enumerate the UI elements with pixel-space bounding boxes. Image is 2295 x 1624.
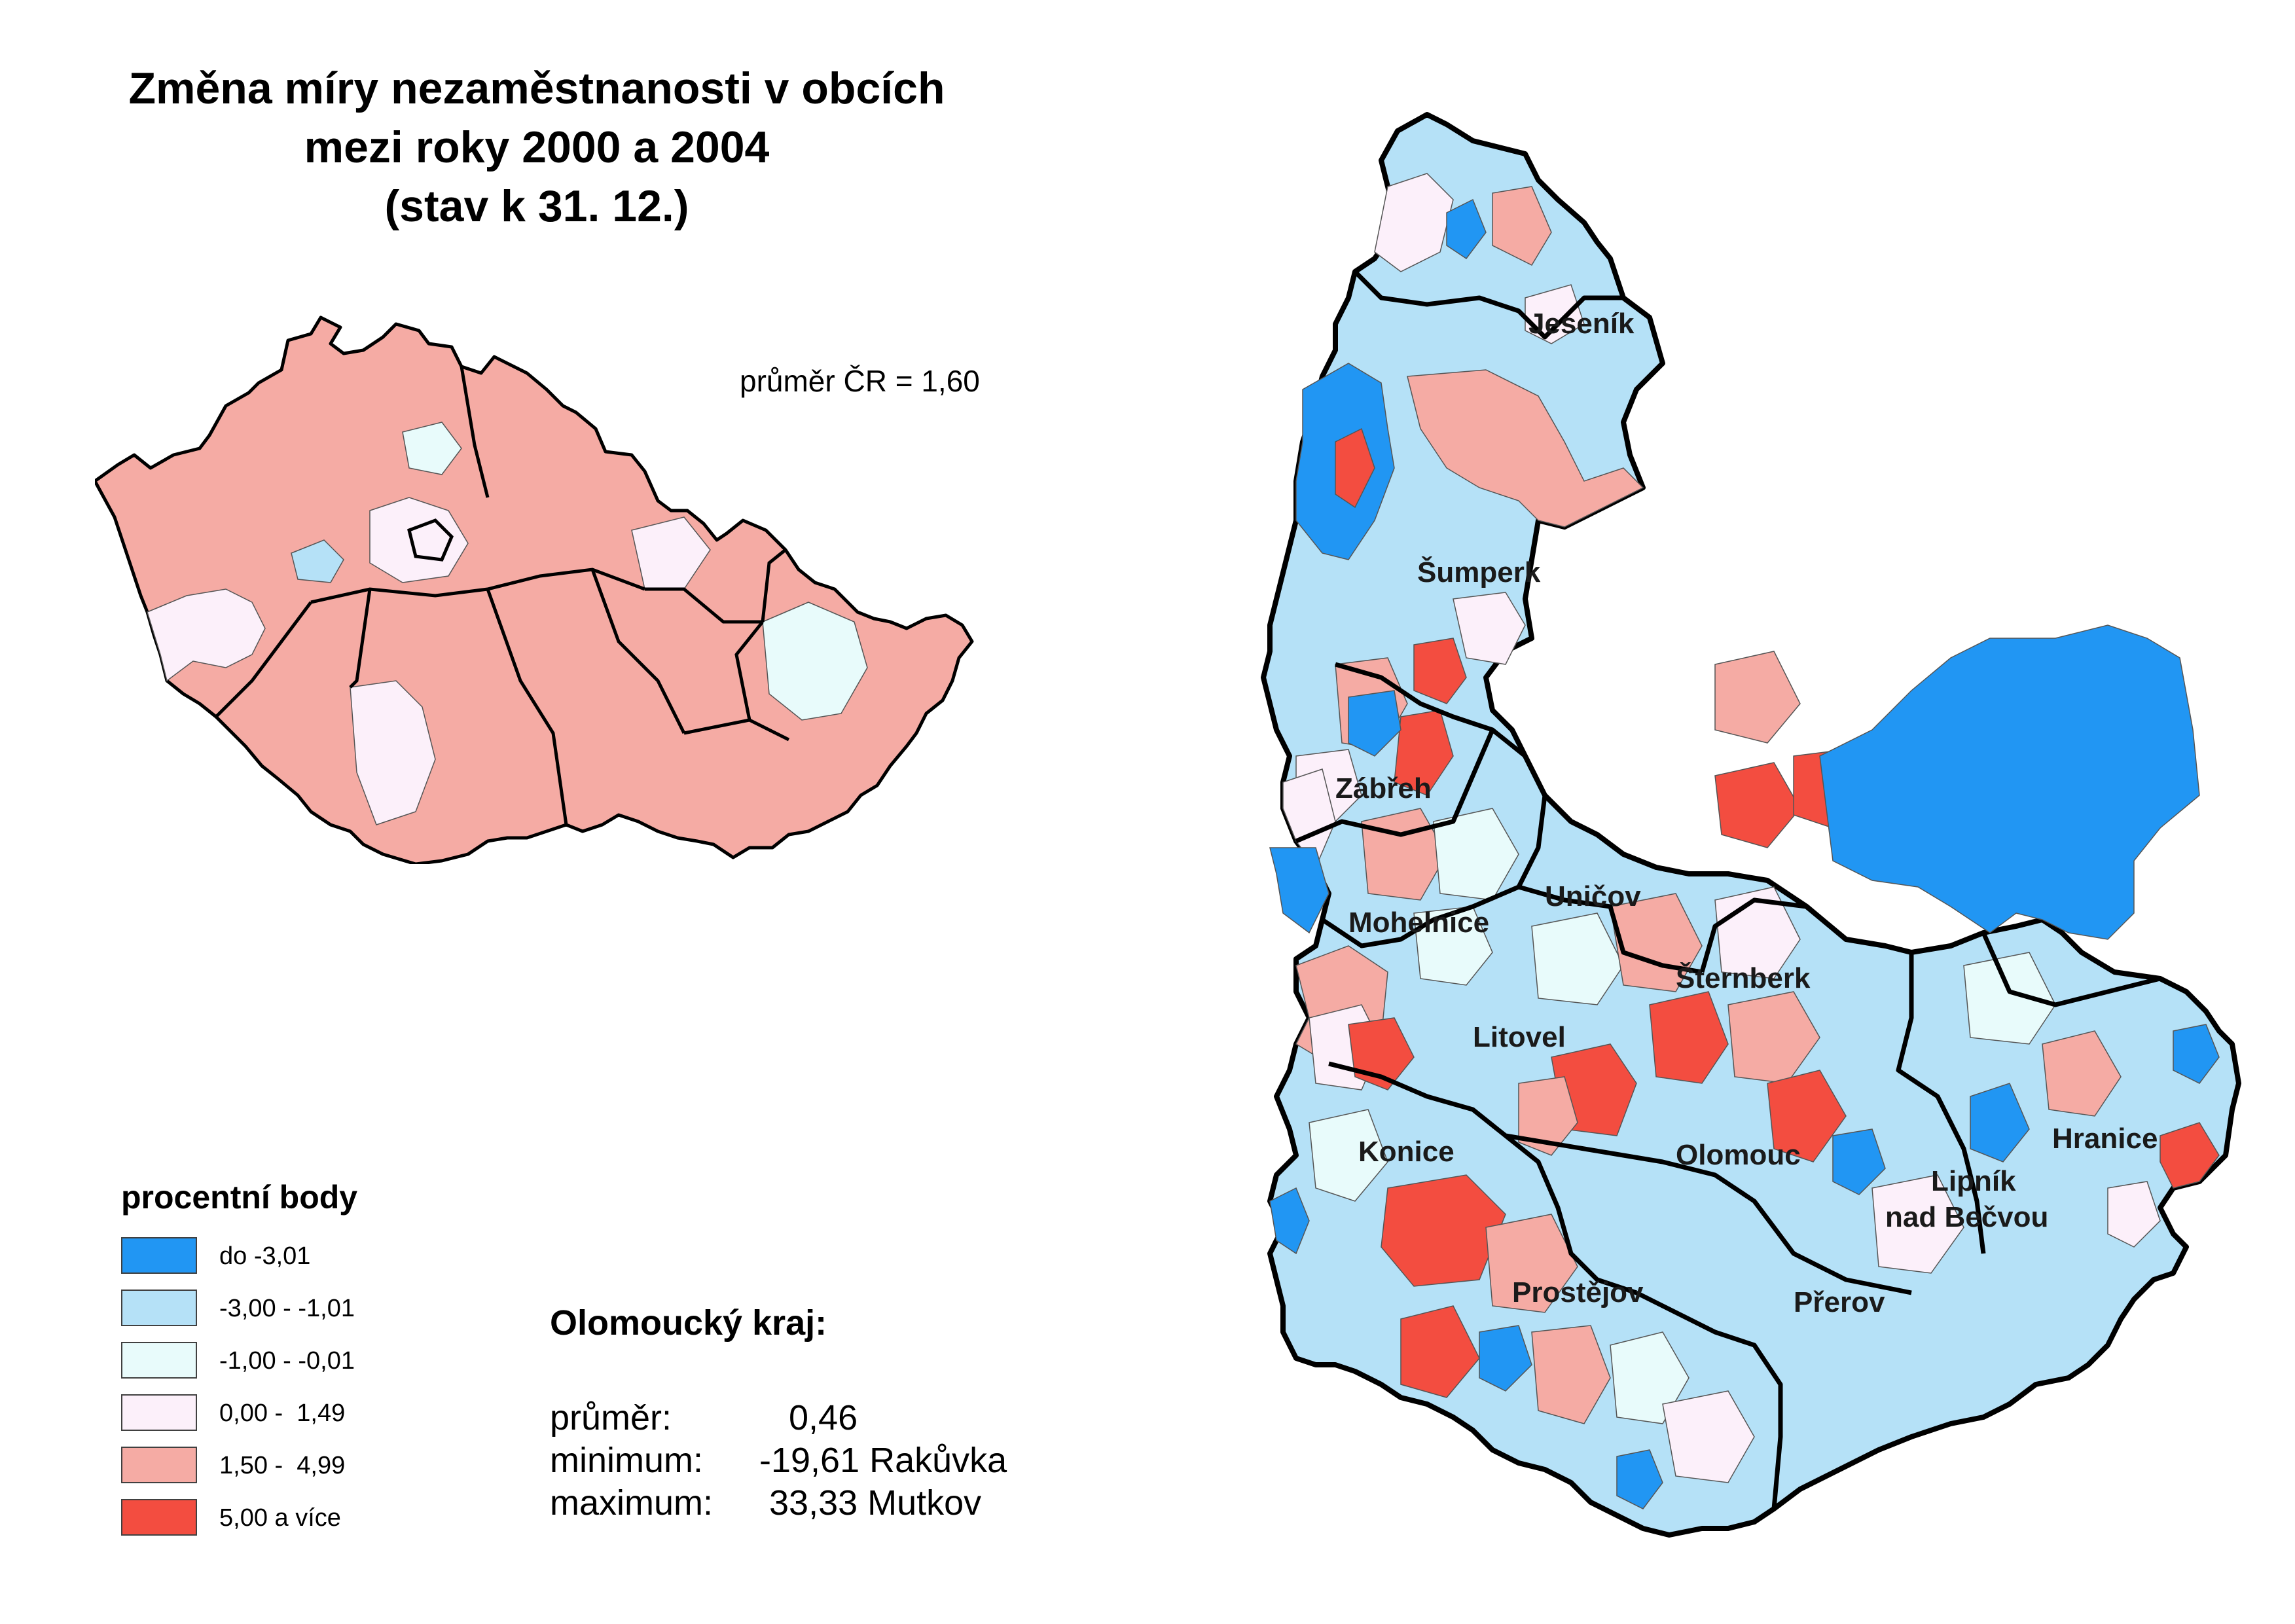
legend-label: -3,00 - -1,01 — [219, 1295, 355, 1322]
patch-blue — [1269, 1187, 1310, 1255]
legend-swatch — [121, 1342, 197, 1379]
legend-label: -1,00 - -0,01 — [219, 1347, 355, 1375]
stat-average-label: průměr: — [550, 1398, 672, 1437]
district-label-hranice: Hranice — [2052, 1123, 2158, 1155]
cr-average-label: průměr ČR = 1,60 — [740, 364, 980, 398]
legend-item-neg3-neg1: -3,00 - -1,01 — [121, 1290, 475, 1329]
patch-blue — [1970, 1083, 2030, 1163]
patch-blue — [1616, 1449, 1663, 1509]
patch-salmon — [1714, 651, 1801, 744]
patch-red — [1381, 1174, 1506, 1287]
patch-blue — [1348, 690, 1401, 757]
district-label-jesenik: Jeseník — [1528, 308, 1635, 340]
district-label-lipnik: Lipník — [1931, 1165, 2016, 1197]
patch-red — [1400, 1305, 1480, 1398]
czech-republic-map — [95, 316, 974, 864]
patch-red — [1335, 427, 1375, 509]
legend-swatch — [121, 1499, 197, 1536]
legend-label: 0,00 - 1,49 — [219, 1399, 346, 1427]
stat-maximum-label: maximum: — [550, 1483, 714, 1523]
legend-label: do -3,01 — [219, 1242, 311, 1270]
patch-salmon — [1485, 1214, 1578, 1313]
legend-item-5-plus: 5,00 a více — [121, 1499, 475, 1538]
district-label-olomouc: Olomouc — [1676, 1139, 1801, 1171]
patch-blue — [1832, 1128, 1886, 1195]
patch-red — [2159, 1122, 2220, 1189]
patch-blue — [1446, 198, 1487, 260]
patch-blue — [1269, 847, 1329, 934]
cr-cyan-district-moravia — [762, 602, 868, 721]
stat-average-value: 0,46 — [789, 1398, 858, 1437]
patch-light — [1525, 284, 1585, 344]
patch-light — [2107, 1181, 2161, 1248]
legend-swatch — [121, 1290, 197, 1326]
legend-title: procentní body — [121, 1179, 358, 1216]
district-label-sumperk: Šumperk — [1417, 556, 1541, 588]
patch-cyan — [1610, 1331, 1690, 1424]
map-title-line-1: Změna míry nezaměstnanosti v obcích — [128, 63, 945, 113]
patch-red — [1714, 762, 1801, 848]
legend-swatch — [121, 1237, 197, 1274]
patch-blue — [1819, 624, 2200, 940]
patch-cyan — [1433, 808, 1519, 901]
patch-light — [1453, 592, 1526, 665]
cr-light-district-east — [631, 516, 711, 590]
patch-blue — [2173, 1024, 2220, 1084]
patch-salmon — [1727, 991, 1820, 1084]
stat-minimum-label: minimum: — [550, 1441, 704, 1480]
district-label-prostejov: Prostějov — [1512, 1276, 1644, 1308]
legend-label: 5,00 a více — [219, 1504, 341, 1532]
district-label-litovel: Litovel — [1473, 1021, 1566, 1053]
stat-minimum-value: -19,61 Rakůvka — [759, 1441, 1007, 1480]
cr-outline — [95, 316, 974, 864]
district-label-nad-becvou: nad Bečvou — [1885, 1201, 2049, 1233]
patch-cyan — [1531, 912, 1624, 1005]
cr-cyan-district-north — [402, 422, 462, 475]
legend-item-le-neg3: do -3,01 — [121, 1237, 475, 1276]
patch-salmon — [1407, 369, 1644, 528]
district-borders — [1295, 270, 2161, 1509]
cr-light-district-south — [350, 680, 436, 825]
patch-light — [1871, 1174, 1964, 1274]
patch-salmon — [1531, 1325, 1611, 1424]
patch-red — [1649, 991, 1729, 1084]
legend-item-neg1-0: -1,00 - -0,01 — [121, 1342, 475, 1381]
patch-red — [1413, 638, 1467, 704]
patch-cyan — [1963, 952, 2056, 1045]
legend-swatch — [121, 1394, 197, 1431]
region-stats-title: Olomoucký kraj: — [550, 1303, 827, 1343]
patch-salmon — [1518, 1076, 1578, 1156]
cr-prague — [407, 518, 454, 562]
cr-light-district-west — [147, 588, 266, 682]
patch-light — [1374, 173, 1454, 272]
patch-blue — [1479, 1325, 1532, 1392]
map-title-line-3: (stav k 31. 12.) — [384, 181, 689, 231]
map-title-line-2: mezi roky 2000 a 2004 — [304, 122, 770, 172]
patch-cyan — [1309, 1109, 1388, 1202]
district-label-unicov: Uničov — [1545, 880, 1641, 912]
district-label-prerov: Přerov — [1794, 1286, 1885, 1318]
olomouc-region-map — [1261, 112, 2241, 1538]
legend-item-0-1-49: 0,00 - 1,49 — [121, 1394, 475, 1434]
district-label-mohelnice: Mohelnice — [1348, 907, 1490, 939]
patch-light — [1662, 1390, 1755, 1483]
patch-red — [1767, 1070, 1847, 1163]
district-label-zabreh: Zábřeh — [1335, 772, 1432, 804]
district-label-sternberk: Šternberk — [1676, 962, 1811, 994]
legend-swatch — [121, 1447, 197, 1483]
cr-blue-district — [291, 539, 344, 583]
patch-salmon — [1492, 186, 1552, 266]
legend-item-1-5-4-99: 1,50 - 4,99 — [121, 1447, 475, 1486]
stat-maximum-value: 33,33 Mutkov — [769, 1483, 982, 1523]
district-label-konice: Konice — [1358, 1136, 1455, 1168]
legend-label: 1,50 - 4,99 — [219, 1452, 346, 1479]
patch-salmon — [2042, 1030, 2122, 1117]
cr-region-borders — [215, 366, 790, 825]
